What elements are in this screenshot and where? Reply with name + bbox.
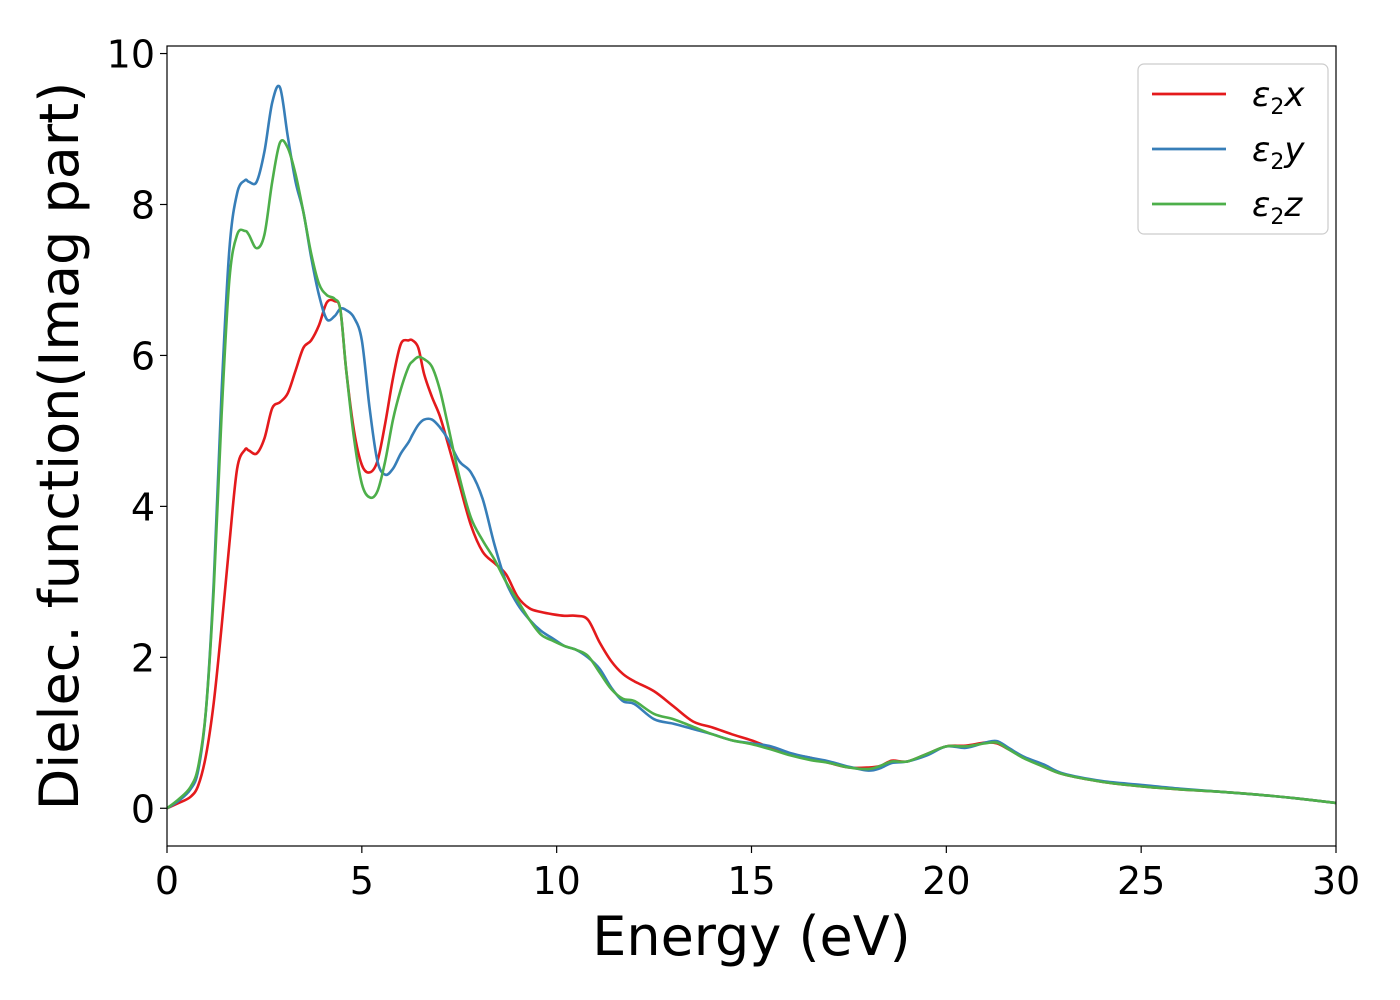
y-axis-ticks: 0 2 4 6 8 10	[107, 33, 167, 831]
legend: ε2x ε2y ε2z	[1137, 63, 1329, 235]
x-axis-label: Energy (eV)	[592, 905, 911, 968]
series-line-x	[167, 298, 1336, 810]
plot-area	[167, 84, 1336, 810]
x-tick-label: 0	[155, 859, 179, 903]
x-tick-label: 20	[922, 859, 970, 903]
y-tick-label: 4	[131, 485, 155, 529]
legend-label-x: ε2x	[1252, 75, 1305, 120]
plot-frame	[166, 45, 1337, 847]
y-tick-label: 0	[131, 787, 155, 831]
y-axis-label: Dielec. function(Imag part)	[28, 82, 91, 811]
x-tick-label: 25	[1117, 859, 1165, 903]
series-line-z	[167, 138, 1336, 810]
legend-label-y: ε2y	[1252, 130, 1305, 175]
x-axis-ticks: 0 5 10 15 20 25 30	[155, 846, 1360, 903]
x-tick-label: 10	[532, 859, 580, 903]
y-tick-label: 10	[107, 33, 155, 77]
x-tick-label: 15	[727, 859, 775, 903]
legend-label-z: ε2z	[1252, 185, 1303, 230]
y-tick-label: 8	[131, 183, 155, 227]
y-tick-label: 6	[131, 334, 155, 378]
y-tick-label: 2	[131, 636, 155, 680]
legend-box	[1137, 63, 1329, 235]
x-tick-label: 5	[350, 859, 374, 903]
x-tick-label: 30	[1312, 859, 1360, 903]
